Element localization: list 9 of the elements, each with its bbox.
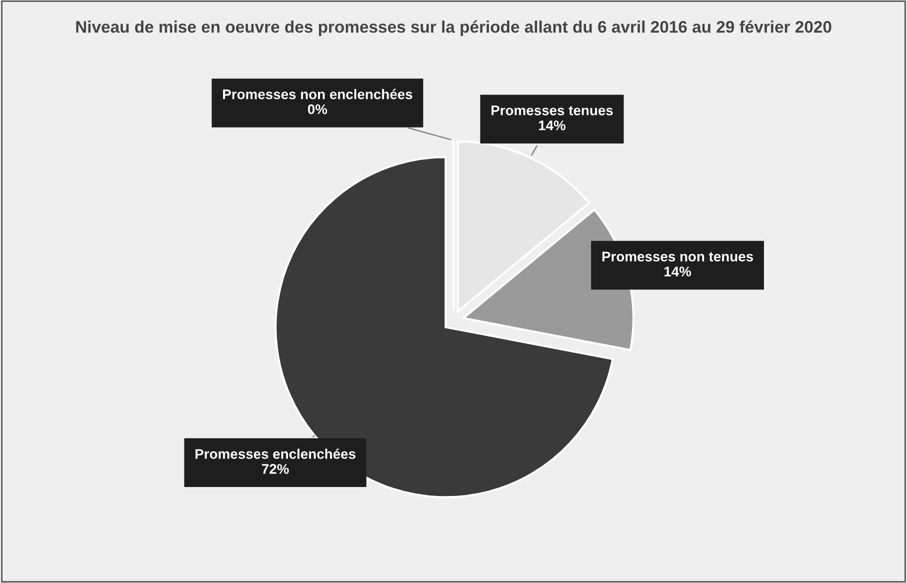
chart-title: Niveau de mise en oeuvre des promesses sur la période allant du 6 avril 2016 au 29 février 2020 <box>76 20 832 36</box>
text: 0% <box>308 104 328 114</box>
category-label: Promesses non enclenchées <box>223 88 412 100</box>
slice-label: Promesses enclenchées <box>196 448 356 459</box>
slice-label: Promesses tenues <box>492 106 613 116</box>
data-label: 72% <box>262 464 289 474</box>
slice-label: Promesses non tenues <box>602 252 753 262</box>
data-label: 14% <box>664 266 692 276</box>
data-label: 14% <box>538 120 566 130</box>
